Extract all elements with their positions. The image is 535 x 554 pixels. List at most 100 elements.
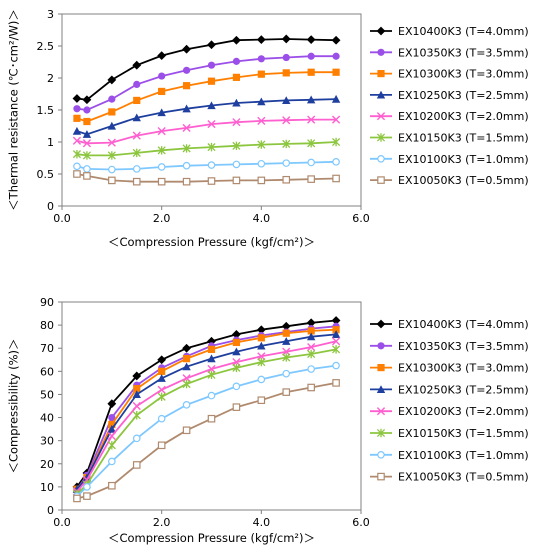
legend-label: EX10200K3 (T=2.0mm) xyxy=(398,405,529,418)
series-ex10350k3 xyxy=(73,52,340,114)
data-point xyxy=(207,354,216,363)
legend-marker xyxy=(377,70,385,78)
y-tick-label: 0 xyxy=(47,200,54,213)
data-point xyxy=(107,138,116,147)
data-point xyxy=(257,97,266,106)
x-axis-label: ＜Compression Pressure (kgf/cm²)＞ xyxy=(108,531,315,545)
data-point xyxy=(282,369,291,378)
y-tick-label: 90 xyxy=(40,296,54,309)
legend-item: EX10200K3 (T=2.0mm) xyxy=(370,110,529,123)
data-point xyxy=(282,329,290,337)
legend-marker xyxy=(376,385,386,393)
series-line xyxy=(76,118,337,145)
legend-label: EX10050K3 (T=0.5mm) xyxy=(398,174,529,187)
data-point xyxy=(182,379,191,389)
data-point xyxy=(157,163,166,171)
data-point xyxy=(281,34,291,44)
series-ex10250k3 xyxy=(72,330,341,493)
data-point xyxy=(307,342,316,352)
data-point xyxy=(207,370,216,379)
data-point xyxy=(73,114,81,122)
data-point xyxy=(332,345,341,354)
series-line xyxy=(76,319,337,488)
data-point xyxy=(107,75,117,85)
data-point xyxy=(132,131,141,140)
data-point xyxy=(282,96,291,104)
data-point xyxy=(82,130,92,138)
data-point xyxy=(307,175,315,183)
data-point xyxy=(307,115,316,124)
series-line xyxy=(76,55,337,111)
data-point xyxy=(256,325,266,335)
data-point xyxy=(108,95,116,103)
data-point xyxy=(108,457,116,466)
data-point xyxy=(282,116,291,125)
data-point xyxy=(157,374,166,382)
legend-item: EX10100K3 (T=1.0mm) xyxy=(370,449,529,462)
data-point xyxy=(232,73,241,81)
legend-label: EX10300K3 (T=3.0mm) xyxy=(398,362,529,375)
legend-item: EX10350K3 (T=3.5mm) xyxy=(370,46,529,59)
series-ex10350k3 xyxy=(73,322,340,493)
data-point xyxy=(332,379,340,387)
data-point xyxy=(132,177,141,186)
data-point xyxy=(182,401,191,409)
data-point xyxy=(157,146,166,155)
x-tick-label: 0.0 xyxy=(53,212,71,225)
data-point xyxy=(182,374,191,383)
x-tick-label: 6.0 xyxy=(352,516,370,529)
data-point xyxy=(182,82,191,90)
legend-item: EX10250K3 (T=2.5mm) xyxy=(370,383,529,396)
data-point xyxy=(232,98,241,107)
data-point xyxy=(207,119,216,129)
data-point xyxy=(232,347,241,356)
data-point xyxy=(182,44,191,54)
data-point xyxy=(108,413,116,422)
data-point xyxy=(182,104,191,113)
legend-label: EX10200K3 (T=2.0mm) xyxy=(398,110,529,123)
data-point xyxy=(307,158,315,167)
data-point xyxy=(72,136,82,145)
data-point xyxy=(257,116,266,125)
data-point xyxy=(158,87,166,96)
data-point xyxy=(158,367,166,375)
legend-item: EX10400K3 (T=4.0mm) xyxy=(370,25,529,38)
series-line xyxy=(76,160,337,171)
data-point xyxy=(82,151,91,160)
x-tick-label: 0.0 xyxy=(53,516,71,529)
data-point xyxy=(182,343,191,353)
data-point xyxy=(82,473,92,482)
data-point xyxy=(83,117,91,126)
data-point xyxy=(257,55,265,63)
data-point xyxy=(132,461,141,469)
y-tick-label: 1.5 xyxy=(37,104,55,117)
data-point xyxy=(282,347,291,356)
data-point xyxy=(83,483,91,491)
compressibility-chart: 0 10 20 30 40 50 60 70 80 90 0.0 2.0 4.0 6.0 ＜Compress… xyxy=(7,296,529,545)
data-point xyxy=(306,318,316,328)
data-point xyxy=(331,115,341,124)
series-ex10400k3 xyxy=(72,34,341,105)
data-point xyxy=(157,355,167,365)
legend-label: EX10250K3 (T=2.5mm) xyxy=(398,89,529,102)
legend-marker xyxy=(376,90,386,99)
legend-item: EX10300K3 (T=3.0mm) xyxy=(370,362,529,375)
series-line xyxy=(76,173,337,183)
data-point xyxy=(132,434,141,443)
data-point xyxy=(108,420,116,429)
data-point xyxy=(83,165,91,173)
data-point xyxy=(257,352,266,361)
data-point xyxy=(132,165,141,173)
data-point xyxy=(331,35,341,45)
thermal-resistance-chart: 0 0.5 1 1.5 2 2.5 3 0.0 2.0 4.0 6.0 ＜Compression Pr… xyxy=(7,8,529,249)
legend-item: EX10200K3 (T=2.0mm) xyxy=(370,405,529,418)
data-point xyxy=(182,355,191,363)
data-point xyxy=(257,159,266,168)
y-tick-label: 30 xyxy=(40,435,54,448)
data-point xyxy=(257,375,266,384)
data-point xyxy=(232,57,241,65)
data-point xyxy=(257,140,266,149)
data-point xyxy=(257,70,265,78)
data-point xyxy=(182,144,191,153)
